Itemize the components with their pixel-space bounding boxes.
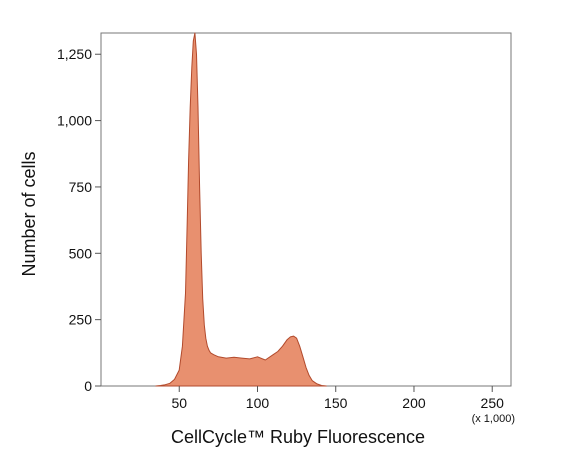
- x-tick-label: 50: [171, 395, 187, 411]
- x-axis: 50 100 150 200 250: [171, 386, 504, 411]
- y-tick-label: 0: [84, 378, 92, 394]
- y-tick-label: 500: [69, 245, 93, 261]
- y-axis-title: Number of cells: [19, 151, 39, 276]
- x-tick-label: 100: [246, 395, 270, 411]
- x-axis-title: CellCycle™ Ruby Fluorescence: [171, 427, 425, 447]
- histogram-area: [155, 32, 327, 387]
- y-tick-label: 750: [69, 179, 93, 195]
- y-tick-label: 250: [69, 312, 93, 328]
- x-tick-label: 150: [324, 395, 348, 411]
- x-tick-label: 200: [402, 395, 426, 411]
- x-tick-label: 250: [481, 395, 505, 411]
- plot-frame: [100, 32, 512, 387]
- x-axis-multiplier: (x 1,000): [472, 413, 515, 425]
- y-tick-label: 1,250: [57, 46, 92, 62]
- y-axis: 0 250 500 750 1,000 1,250: [57, 46, 101, 394]
- y-tick-label: 1,000: [57, 113, 92, 129]
